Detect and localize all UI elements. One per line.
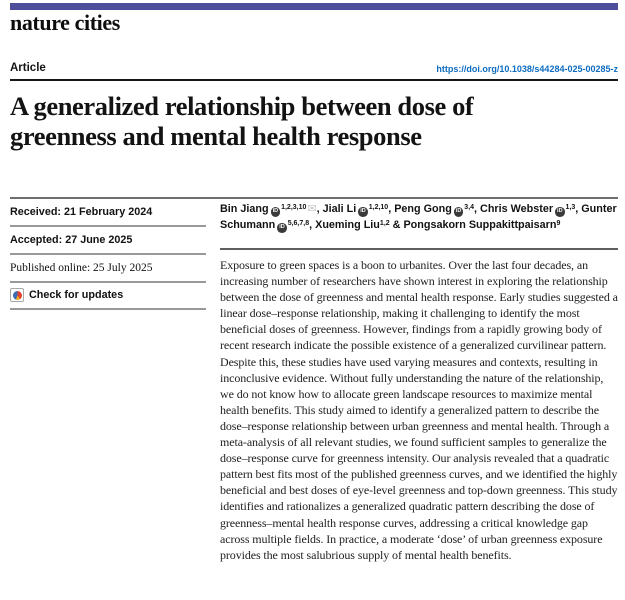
crossmark-icon xyxy=(10,288,24,302)
author: Xueming Liu1,2 xyxy=(315,219,390,231)
article-history-sidebar: Received: 21 February 2024 Accepted: 27 … xyxy=(10,199,206,310)
author-affiliation-sup: 1,3 xyxy=(565,203,576,211)
email-icon[interactable]: ✉ xyxy=(307,203,317,215)
received-date: Received: 21 February 2024 xyxy=(10,199,206,227)
author-affiliation-sup: 5,6,7,8 xyxy=(287,219,310,227)
metadata-divider xyxy=(10,197,618,199)
accepted-date: Accepted: 27 June 2025 xyxy=(10,227,206,255)
author: Jiali Li iD1,2,10 xyxy=(322,203,389,217)
brand-top-bar xyxy=(10,3,618,10)
author-list: Bin Jiang iD1,2,3,10✉, Jiali Li iD1,2,10, … xyxy=(220,203,617,233)
title-line-2: greenness and mental health response xyxy=(10,121,422,151)
author: Gunter Schumann iD5,6,7,8 xyxy=(220,203,617,233)
author-affiliation-sup: 3,4 xyxy=(464,203,475,211)
page-title: A generalized relationship between dose … xyxy=(10,91,618,151)
published-online-date: Published online: 25 July 2025 xyxy=(10,255,206,283)
author: Chris Webster iD1,3 xyxy=(480,203,576,217)
author-affiliation-sup: 9 xyxy=(556,219,561,227)
title-line-1: A generalized relationship between dose … xyxy=(10,91,474,121)
orcid-icon[interactable]: iD xyxy=(555,207,565,217)
article-type-label: Article xyxy=(10,62,46,74)
check-for-updates-button[interactable]: Check for updates xyxy=(10,283,206,310)
author-affiliation-sup: 1,2 xyxy=(379,219,390,227)
author-affiliation-sup: 1,2,3,10 xyxy=(281,203,307,211)
orcid-icon[interactable]: iD xyxy=(270,207,281,217)
check-for-updates-label: Check for updates xyxy=(29,289,124,301)
doi-link[interactable]: https://doi.org/10.1038/s44284-025-00285… xyxy=(436,64,618,74)
orcid-icon[interactable]: iD xyxy=(277,223,287,233)
orcid-icon[interactable]: iD xyxy=(453,207,464,217)
author: Pongsakorn Suppakittpaisarn9 xyxy=(403,219,561,231)
journal-logo: nature cities xyxy=(10,10,120,35)
author: Peng Gong iD3,4 xyxy=(394,203,475,217)
author: Bin Jiang iD1,2,3,10✉ xyxy=(220,203,317,217)
author-affiliation-sup: 1,2,10 xyxy=(368,203,389,211)
abstract-text: Exposure to green spaces is a boon to ur… xyxy=(220,248,618,563)
article-type-bar: Article https://doi.org/10.1038/s44284-0… xyxy=(10,62,618,81)
orcid-icon[interactable]: iD xyxy=(358,207,368,217)
